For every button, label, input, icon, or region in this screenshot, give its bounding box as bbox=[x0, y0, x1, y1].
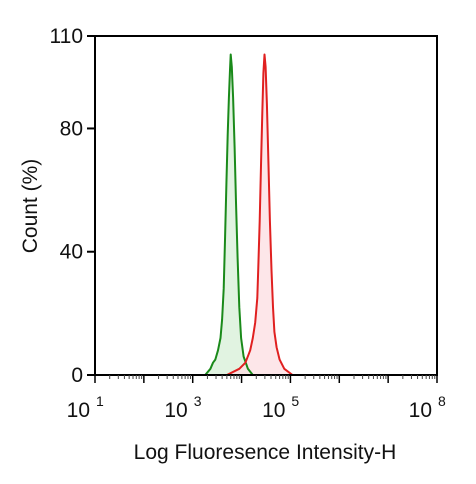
x-tick-exp-2: 5 bbox=[291, 393, 299, 409]
series-fills bbox=[205, 54, 293, 375]
x-tick-base-2: 10 bbox=[262, 399, 285, 422]
series-2-line bbox=[226, 53, 294, 376]
x-tick-base-0: 10 bbox=[67, 399, 90, 422]
y-tick-label-1: 40 bbox=[60, 241, 83, 264]
x-axis-title: Log Fluoresence Intensity-H bbox=[134, 441, 397, 464]
x-tick-label-3: 10 8 bbox=[409, 393, 446, 422]
plot-frame bbox=[94, 35, 438, 376]
x-tick-exp-1: 3 bbox=[194, 393, 202, 409]
x-tick-base-1: 10 bbox=[164, 399, 187, 422]
series-2-fill bbox=[226, 54, 293, 375]
x-tick-exp-0: 1 bbox=[96, 393, 104, 409]
x-tick-label-1: 10 3 bbox=[164, 393, 201, 422]
series-1-fill bbox=[205, 54, 253, 375]
series-1-line bbox=[204, 53, 254, 376]
y-tick-label-2: 80 bbox=[60, 117, 83, 140]
plot-border bbox=[94, 35, 438, 376]
x-tick-label-0: 10 1 bbox=[67, 393, 104, 422]
x-tick-base-3: 10 bbox=[409, 399, 432, 422]
y-tick-label-3: 110 bbox=[50, 25, 83, 48]
series-lines bbox=[204, 53, 294, 376]
axis-ticks bbox=[87, 35, 438, 383]
y-tick-label-0: 0 bbox=[71, 364, 83, 387]
x-tick-label-2: 10 5 bbox=[262, 393, 299, 422]
y-axis-title: Count (%) bbox=[19, 159, 42, 254]
x-tick-exp-3: 8 bbox=[438, 393, 446, 409]
